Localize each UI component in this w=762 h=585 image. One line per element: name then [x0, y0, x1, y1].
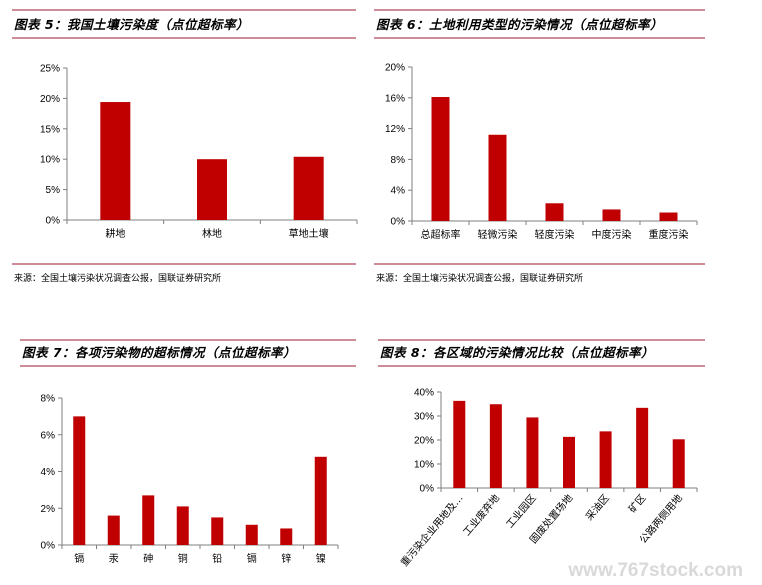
x-category-label: 采油区	[583, 492, 612, 523]
y-tick-label: 2%	[41, 504, 56, 515]
x-category-label: 镉	[247, 552, 257, 565]
y-tick-label: 10%	[414, 460, 434, 471]
x-category-label: 重污染企业用地及…	[398, 492, 466, 569]
y-tick-label: 6%	[41, 430, 56, 441]
x-category-label: 工业废弃地	[460, 492, 502, 539]
y-tick-label: 5%	[46, 185, 61, 196]
y-tick-label: 0%	[41, 541, 56, 552]
bar	[245, 524, 258, 545]
y-tick-label: 8%	[41, 394, 56, 405]
x-category-label: 中度污染	[592, 228, 632, 241]
figure-6-panel: 图表 6：土地利用类型的污染情况（点位超标率） 来源：全国土壤污染状况调查公报，国…	[374, 9, 705, 284]
y-tick-label: 4%	[391, 186, 406, 197]
figure-5-panel: 图表 5：我国土壤污染度（点位超标率） 来源：全国土壤污染状况调查公报，国联证券研…	[0, 0, 380, 300]
bar	[489, 404, 502, 488]
bar	[176, 506, 189, 545]
bar	[280, 528, 293, 545]
bar	[488, 134, 507, 221]
y-tick-label: 12%	[385, 124, 405, 135]
x-category-label: 耕地	[105, 227, 125, 240]
figure-7-panel: 图表 7：各项污染物的超标情况（点位超标率） 0% 2% 4% 6% 8% 镉 汞 砷 铜 铅 镉 锌 镍	[0, 0, 380, 585]
bar	[314, 456, 327, 545]
bar	[659, 212, 678, 221]
bar	[526, 417, 539, 488]
bar	[636, 407, 649, 488]
x-category-label: 重度污染	[649, 228, 689, 241]
bar	[211, 517, 224, 545]
y-tick-label: 20%	[40, 94, 60, 105]
y-tick-label: 25%	[40, 64, 60, 75]
x-category-label: 锌	[281, 552, 291, 565]
x-category-label: 镉	[74, 552, 84, 565]
y-tick-label: 0%	[420, 484, 435, 495]
chart-title: 图表 6：土地利用类型的污染情况（点位超标率）	[376, 17, 663, 32]
x-category-label: 铅	[212, 552, 222, 565]
y-tick-label: 0%	[46, 216, 61, 227]
chart-title: 图表 5：我国土壤污染度（点位超标率）	[14, 17, 249, 32]
bar	[599, 431, 612, 488]
x-category-label: 铜	[178, 553, 188, 565]
x-category-label: 轻度污染	[535, 228, 575, 241]
y-tick-label: 0%	[391, 217, 406, 228]
x-category-label: 工业园区	[504, 492, 539, 530]
bar	[100, 102, 131, 220]
bar	[602, 209, 621, 221]
x-category-label: 林地	[202, 227, 222, 240]
y-tick-label: 20%	[414, 436, 434, 447]
bar	[107, 515, 120, 545]
bar	[73, 416, 86, 545]
y-tick-label: 4%	[41, 467, 56, 478]
source-note: 来源：全国土壤污染状况调查公报，国联证券研究所	[376, 272, 583, 284]
source-note: 来源：全国土壤污染状况调查公报，国联证券研究所	[14, 272, 221, 284]
x-category-label: 矿区	[626, 492, 649, 516]
bar	[293, 156, 324, 220]
figure-7-chart: 图表 7：各项污染物的超标情况（点位超标率） 0% 2% 4% 6% 8% 镉 汞 砷 铜 铅 镉 锌 镍	[20, 339, 356, 565]
bar	[453, 400, 466, 488]
y-tick-label: 15%	[40, 124, 60, 135]
bar	[142, 495, 155, 545]
y-tick-label: 10%	[40, 155, 60, 166]
x-category-label: 镍	[316, 552, 326, 565]
figure-5-chart: 图表 5：我国土壤污染度（点位超标率） 来源：全国土壤污染状况调查公报，国联证券研…	[12, 9, 358, 284]
bar	[563, 436, 575, 488]
chart-title: 图表 7：各项污染物的超标情况（点位超标率）	[22, 345, 296, 360]
chart-title: 图表 8：各区域的污染情况比较（点位超标率）	[380, 345, 654, 360]
x-category-label: 总超标率	[421, 228, 461, 241]
y-tick-label: 40%	[414, 388, 434, 399]
bar	[672, 439, 685, 488]
y-tick-label: 16%	[385, 93, 405, 104]
bar	[431, 97, 450, 221]
x-category-label: 砷	[143, 553, 153, 565]
x-category-label: 汞	[109, 553, 119, 565]
y-tick-label: 8%	[391, 155, 406, 166]
bar	[545, 203, 564, 221]
figure-6-chart: 图表 6：土地利用类型的污染情况（点位超标率） 来源：全国土壤污染状况调查公报，国…	[374, 9, 705, 284]
bar	[197, 159, 227, 220]
y-tick-label: 20%	[385, 63, 405, 74]
y-tick-label: 30%	[414, 412, 434, 423]
x-category-label: 轻微污染	[478, 228, 518, 241]
x-category-label: 草地土壤	[289, 227, 329, 240]
